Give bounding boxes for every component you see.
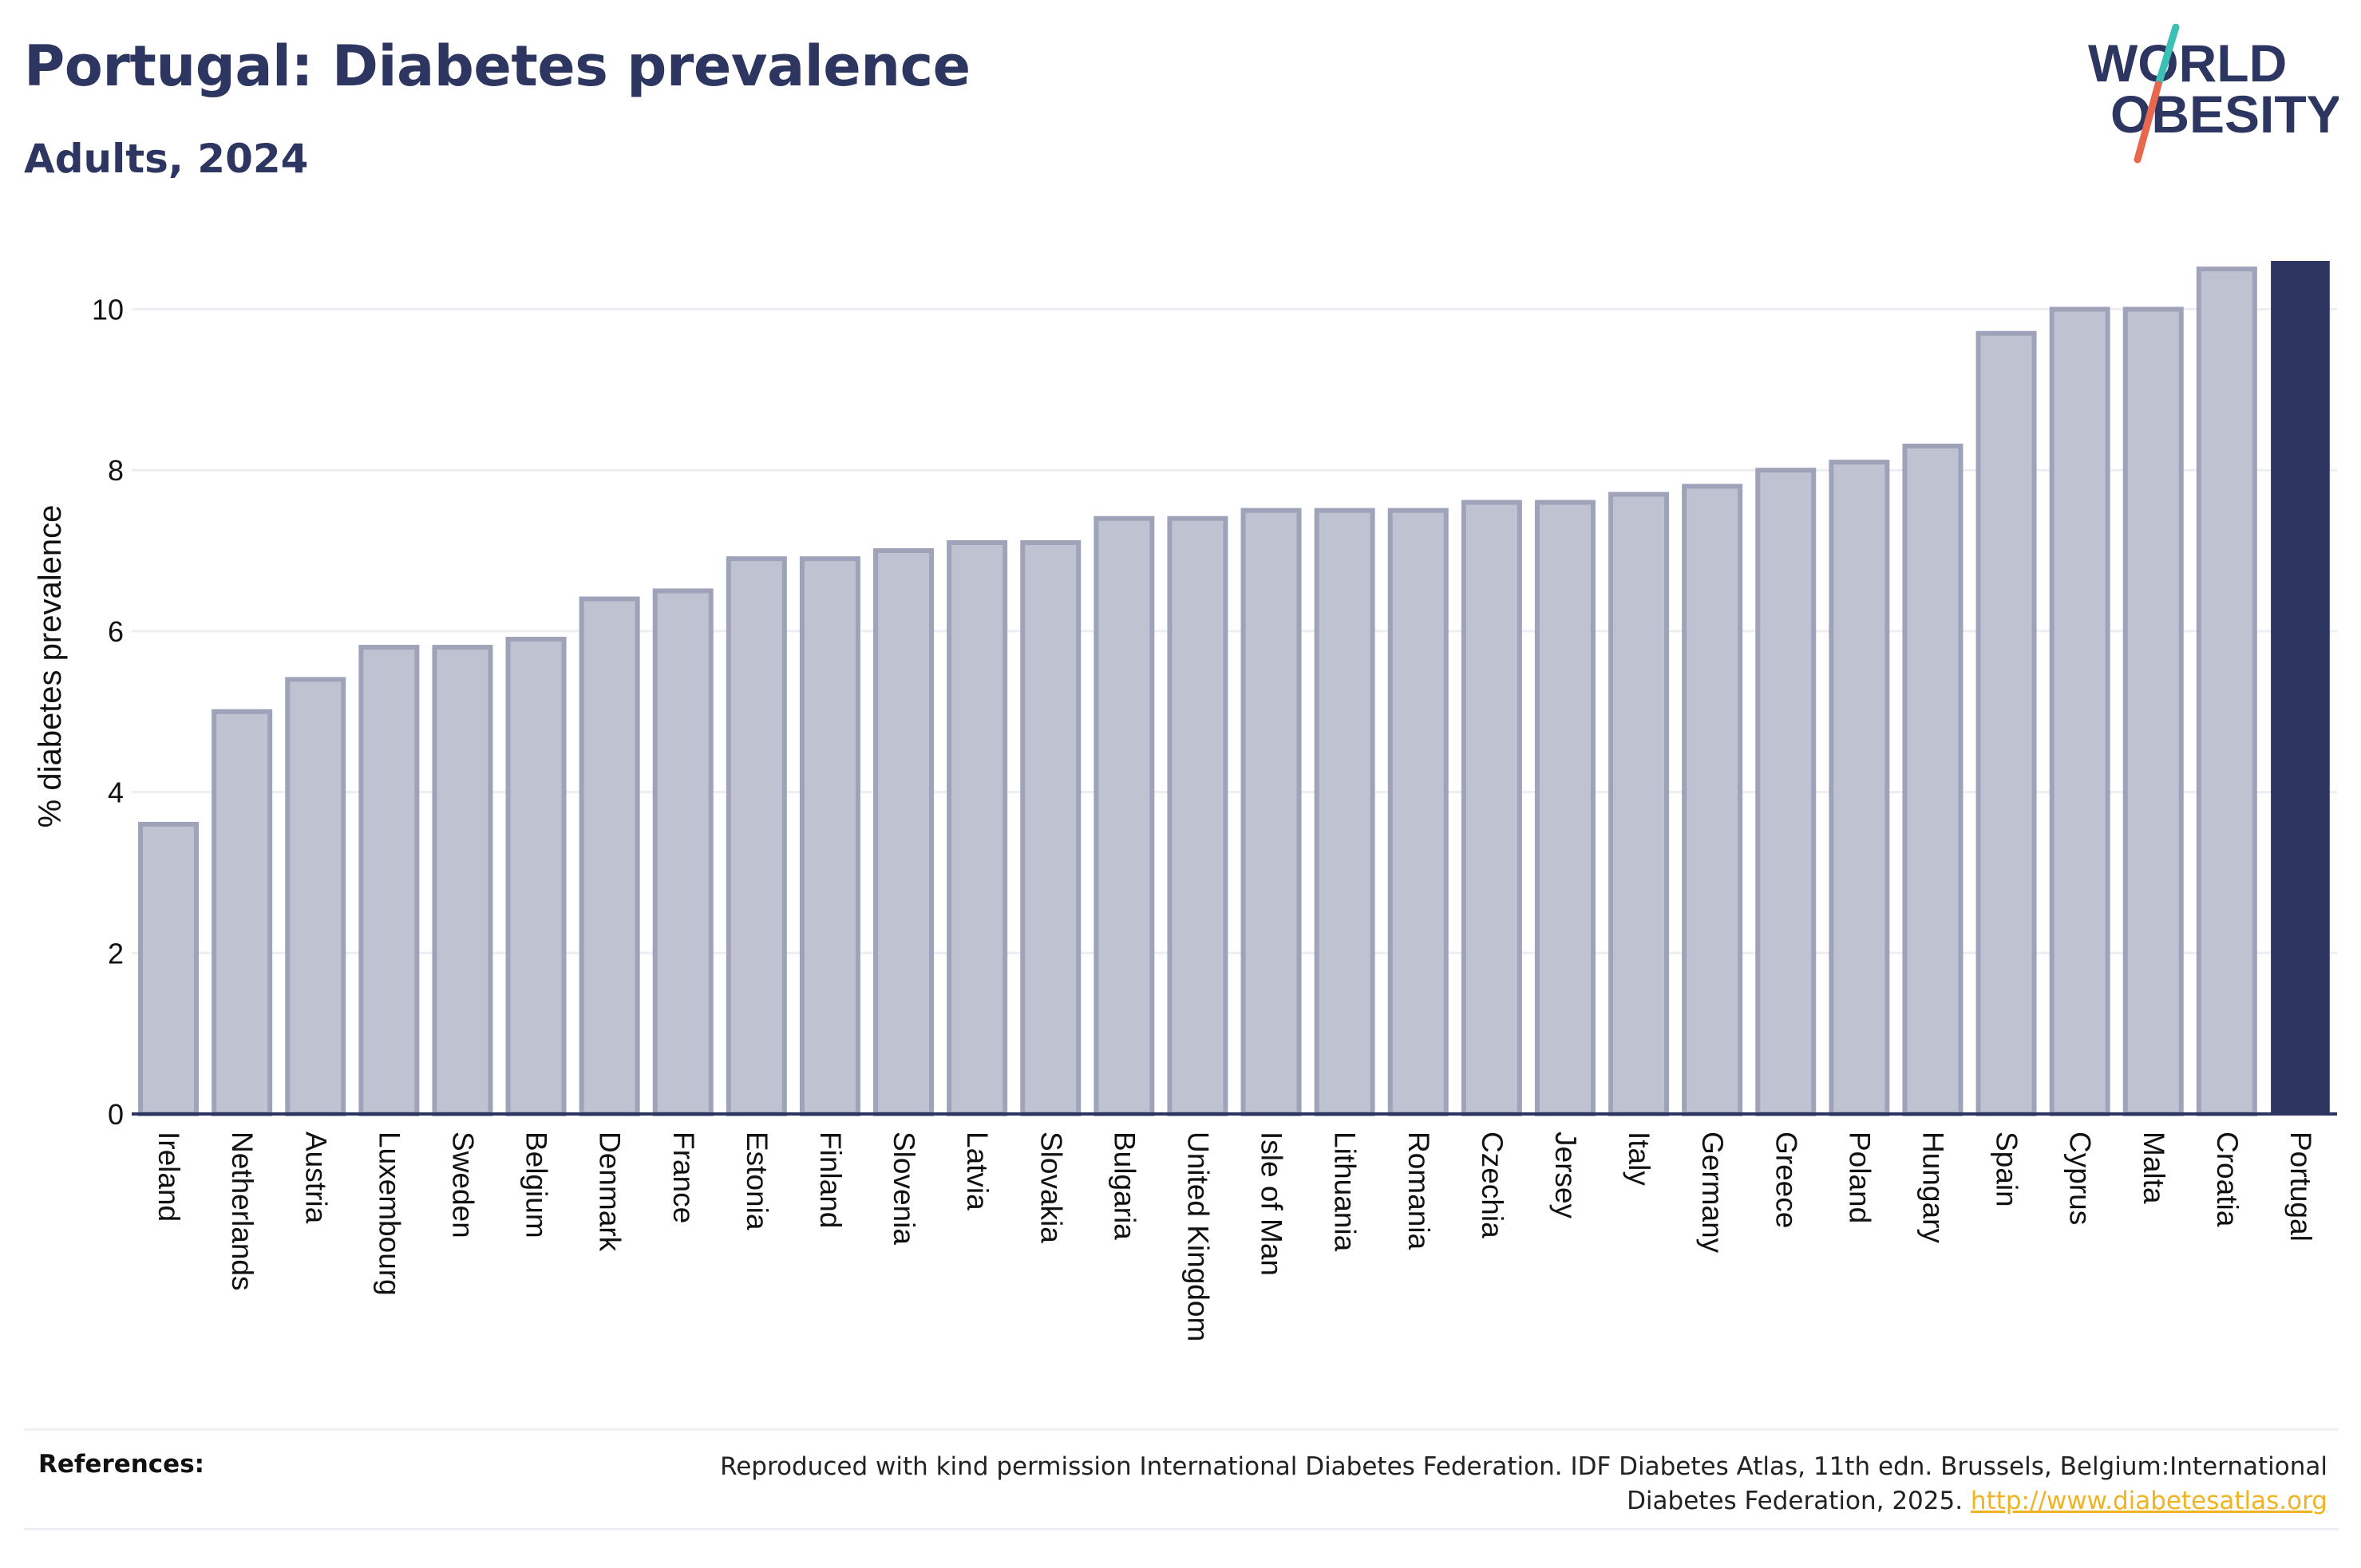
x-tick-label: Ireland [152, 1132, 185, 1222]
bars [138, 261, 2330, 1116]
bar-france[interactable] [652, 588, 714, 1116]
bar-malta[interactable] [2122, 306, 2184, 1116]
x-tick-label: Netherlands [226, 1132, 259, 1291]
x-tick-label: Hungary [1916, 1132, 1949, 1243]
bar-ireland[interactable] [138, 821, 200, 1116]
x-tick-label: Czechia [1476, 1132, 1509, 1238]
bar-bulgaria[interactable] [1093, 515, 1155, 1116]
y-tick-labels: 0 2 4 6 8 10 [92, 294, 124, 1131]
x-tick-label: Latvia [961, 1132, 994, 1211]
y-tick-label: 6 [108, 615, 124, 648]
bar-united-kingdom[interactable] [1167, 515, 1228, 1116]
bar-slovenia[interactable] [873, 548, 935, 1116]
x-tick-label: Belgium [520, 1132, 553, 1238]
x-tick-label: Croatia [2211, 1132, 2244, 1227]
x-tick-label: Austria [299, 1132, 332, 1224]
x-tick-label: Isle of Man [1256, 1132, 1288, 1276]
bar-cyprus[interactable] [2049, 306, 2110, 1116]
bar-portugal[interactable] [2271, 261, 2330, 1114]
x-tick-label: Italy [1623, 1132, 1655, 1186]
x-tick-label: Slovenia [888, 1132, 920, 1245]
bar-jersey[interactable] [1534, 500, 1596, 1116]
x-tick-label: Jersey [1549, 1132, 1582, 1218]
x-tick-label: Romania [1402, 1132, 1435, 1250]
logo-line1: WORLD [2088, 34, 2287, 93]
y-tick-label: 10 [92, 294, 124, 326]
bar-italy[interactable] [1608, 492, 1670, 1116]
y-tick-label: 8 [108, 454, 124, 487]
references-text: Reproduced with kind permission Internat… [651, 1450, 2327, 1519]
bar-czechia[interactable] [1461, 500, 1522, 1116]
references-box: References: Reproduced with kind permiss… [24, 1428, 2339, 1530]
x-tick-label: Slovakia [1034, 1132, 1067, 1243]
bar-poland[interactable] [1829, 460, 1890, 1116]
chart-subtitle: Adults, 2024 [24, 136, 309, 182]
logo-slash-bottom [2134, 81, 2162, 164]
x-tick-label: Lithuania [1329, 1132, 1362, 1252]
x-tick-label: Poland [1843, 1132, 1876, 1223]
bar-finland[interactable] [799, 556, 860, 1116]
references-label: References: [38, 1450, 205, 1479]
bar-chart: 0 2 4 6 8 10 Ireland Netherlands Austria Luxembo… [33, 261, 2337, 1341]
x-tick-label: Denmark [594, 1132, 627, 1252]
world-obesity-logo: WORLD OBESITY [2088, 24, 2339, 164]
bar-isle-of-man[interactable] [1240, 508, 1302, 1116]
bar-denmark[interactable] [579, 596, 640, 1116]
bar-sweden[interactable] [432, 645, 493, 1116]
bar-estonia[interactable] [726, 556, 787, 1116]
x-tick-label: Cyprus [2064, 1132, 2097, 1225]
x-tick-label: Luxembourg [373, 1132, 405, 1296]
bar-austria[interactable] [285, 677, 346, 1116]
x-tick-label: Greece [1770, 1132, 1802, 1228]
x-tick-label: Spain [1991, 1132, 2023, 1207]
x-tick-label: Finland [814, 1132, 847, 1228]
bar-hungary[interactable] [1902, 443, 1964, 1116]
logo-slash-top [2154, 24, 2180, 89]
bar-croatia[interactable] [2196, 267, 2257, 1116]
x-tick-label: United Kingdom [1181, 1132, 1214, 1341]
x-tick-label: Sweden [446, 1132, 479, 1238]
x-tick-label: France [667, 1132, 700, 1223]
bar-luxembourg[interactable] [358, 645, 420, 1116]
bar-spain[interactable] [1975, 330, 2037, 1116]
y-tick-label: 4 [108, 776, 124, 809]
x-tick-label: Portugal [2284, 1132, 2317, 1242]
y-tick-label: 0 [108, 1098, 124, 1131]
references-link[interactable]: http://www.diabetesatlas.org [1970, 1487, 2327, 1515]
y-tick-label: 2 [108, 937, 124, 970]
bar-belgium[interactable] [505, 636, 567, 1116]
bar-netherlands[interactable] [212, 709, 273, 1116]
bar-germany[interactable] [1682, 484, 1743, 1116]
references-citation: Reproduced with kind permission Internat… [720, 1452, 2327, 1515]
bar-slovakia[interactable] [1020, 539, 1082, 1116]
bar-romania[interactable] [1387, 508, 1449, 1116]
bar-greece[interactable] [1755, 468, 1817, 1116]
bar-latvia[interactable] [947, 539, 1008, 1116]
x-tick-label: Estonia [741, 1132, 773, 1230]
x-tick-label: Malta [2138, 1132, 2170, 1204]
grid-lines [132, 308, 2337, 954]
chart-title: Portugal: Diabetes prevalence [24, 34, 971, 99]
x-tick-label: Bulgaria [1108, 1132, 1141, 1240]
x-tick-label: Germany [1696, 1132, 1729, 1254]
x-tick-labels: Ireland Netherlands Austria Luxembourg Swede… [152, 1132, 2317, 1341]
y-axis-label: % diabetes prevalence [33, 505, 68, 828]
bar-lithuania[interactable] [1314, 508, 1375, 1116]
